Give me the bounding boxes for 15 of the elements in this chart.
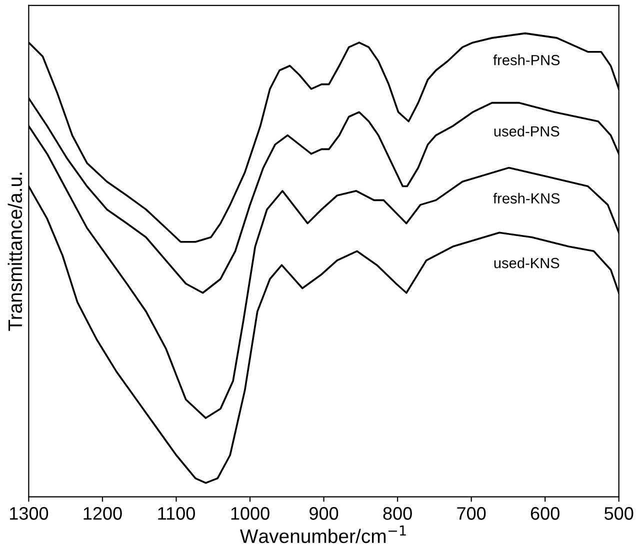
series-label: used-KNS xyxy=(494,258,560,268)
series-label: fresh-PNS xyxy=(493,54,560,66)
x-tick-label: 500 xyxy=(604,507,634,520)
x-tick-label: 1100 xyxy=(158,507,195,520)
x-tick-label: 1200 xyxy=(84,507,122,520)
x-tick-label: 1300 xyxy=(10,507,48,520)
x-tick-label: 800 xyxy=(383,507,412,520)
x-tick-label: 700 xyxy=(457,507,486,520)
series-label: fresh-KNS xyxy=(493,192,560,204)
series-label: used-PNS xyxy=(494,126,560,136)
x-tick-label: 1000 xyxy=(231,507,270,520)
y-axis-title: Transmittance/a.u. xyxy=(8,172,22,331)
x-tick-label: 900 xyxy=(310,507,338,520)
x-tick-label: 600 xyxy=(530,507,560,520)
x-axis-title: Wavenumber/cm$^{−1}$ xyxy=(240,526,406,544)
